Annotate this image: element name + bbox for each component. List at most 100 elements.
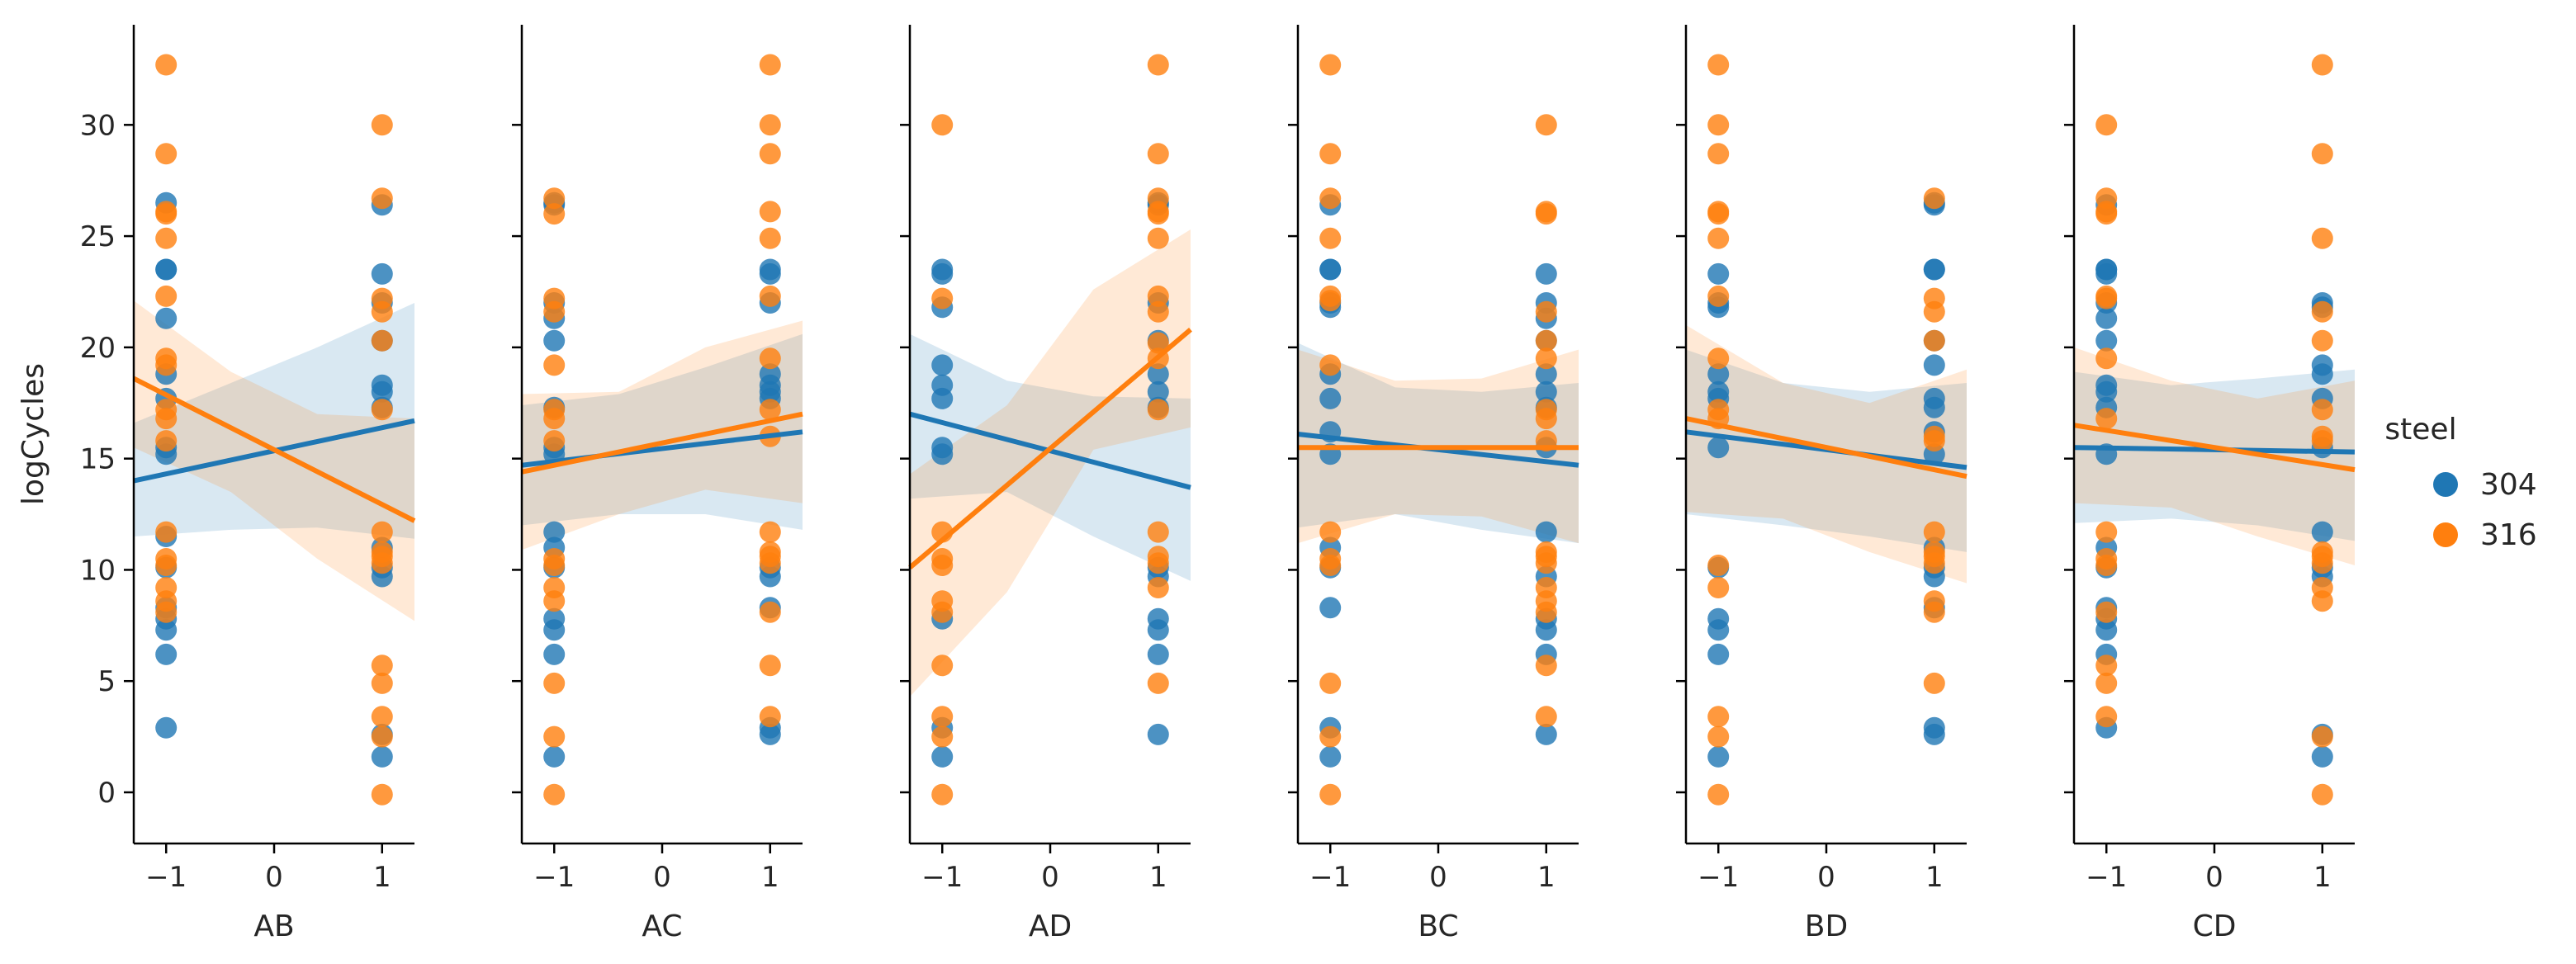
panel-ad: −1 0 1 AD [900,25,1192,943]
point-316 [931,590,954,612]
point-316 [1535,706,1557,728]
point-316 [1707,725,1730,748]
point-316 [1319,725,1342,748]
point-316 [2095,408,2118,430]
point-316 [2311,329,2333,352]
point-316 [371,706,393,728]
point-316 [543,548,566,569]
point-316 [759,143,781,165]
point-316 [931,114,954,136]
panel-bc: −1 0 1 BC [1288,25,1579,943]
point-304 [1319,258,1342,281]
panel-bd: −1 0 1 BD [1676,25,1968,943]
x-tick-label: −1 [1309,861,1351,894]
y-tick-label: 15 [80,443,116,476]
point-316 [1319,143,1342,165]
legend: steel 304 316 [2384,413,2536,552]
point-316 [543,399,566,421]
y-tick-label: 10 [80,554,116,587]
point-304 [155,643,178,665]
point-316 [1147,143,1169,165]
point-304 [2311,745,2333,768]
point-316 [1707,201,1730,223]
point-316 [543,187,566,210]
point-316 [2095,347,2118,370]
point-304 [543,329,566,352]
point-304 [543,745,566,768]
point-304 [1707,607,1730,630]
point-304 [1147,380,1169,403]
point-316 [1147,521,1169,543]
point-304 [931,374,954,396]
point-316 [1923,590,1945,612]
x-tick-label: −1 [921,861,963,894]
point-316 [371,672,393,694]
point-316 [1535,541,1557,563]
point-316 [1147,546,1169,568]
point-304 [931,258,954,281]
point-316 [371,725,393,748]
point-304 [2095,307,2118,329]
point-316 [759,521,781,543]
point-316 [155,577,178,598]
point-316 [2095,521,2118,543]
point-316 [371,541,393,563]
point-316 [1707,555,1730,576]
regression-line-316 [521,411,803,475]
x-axis-label-bd: BD [1805,910,1848,943]
point-316 [155,285,178,307]
point-316 [543,287,566,310]
point-316 [1535,399,1557,421]
point-304 [2311,521,2333,543]
point-316 [371,521,393,543]
point-304 [1707,643,1730,665]
point-304 [155,258,178,281]
point-316 [2095,285,2118,307]
panel-ac: −1 0 1 AC [512,25,803,943]
point-316 [543,430,566,452]
point-316 [543,203,566,225]
point-316 [2095,654,2118,677]
point-316 [2311,725,2333,748]
point-316 [931,706,954,728]
point-316 [1147,187,1169,210]
x-tick-label: 0 [1041,861,1059,894]
regression-line-316 [132,376,416,523]
x-axis-label-ac: AC [642,910,682,943]
legend-title: steel [2384,413,2456,447]
panel-ab: 0 5 10 15 20 25 30 −1 0 1 AB [80,25,416,943]
ci-band-304 [2074,369,2355,541]
point-316 [759,54,781,76]
point-304 [1147,643,1169,665]
point-304 [1147,723,1169,745]
point-316 [1147,227,1169,249]
point-316 [931,783,954,806]
regression-line-316 [1685,416,1968,480]
y-tick-label: 30 [80,109,116,142]
point-316 [371,399,393,421]
point-316 [759,285,781,307]
point-316 [759,601,781,623]
point-316 [1707,143,1730,165]
point-316 [155,201,178,223]
point-304 [1319,745,1342,768]
panel-cd: −1 0 1 CD [2064,25,2356,943]
point-316 [1319,54,1342,76]
x-tick-label: 0 [1429,861,1447,894]
point-316 [155,227,178,249]
point-304 [1707,363,1730,385]
y-tick-label: 0 [97,777,116,810]
point-304 [155,307,178,329]
point-304 [371,745,393,768]
y-axis-label: logCycles [17,363,50,505]
point-304 [1535,521,1557,543]
point-304 [1707,262,1730,285]
point-316 [1923,541,1945,563]
point-304 [2095,258,2118,281]
point-304 [931,354,954,376]
point-304 [2095,329,2118,352]
point-316 [1319,187,1342,210]
point-316 [2311,300,2333,323]
x-tick-label: 1 [1537,861,1556,894]
